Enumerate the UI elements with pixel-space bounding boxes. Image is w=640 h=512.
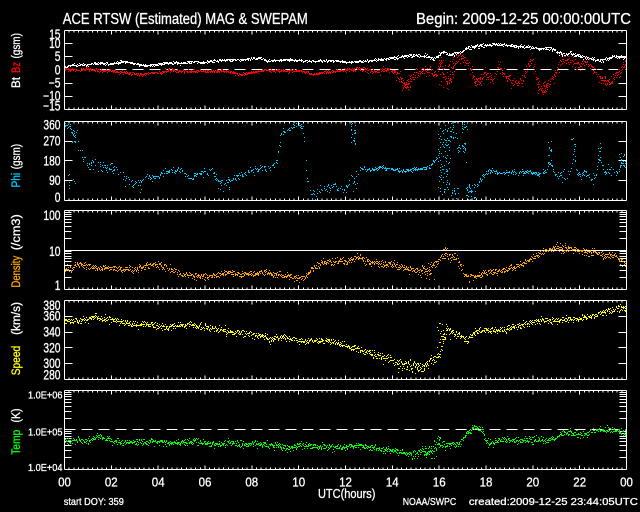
svg-text:Bz: Bz — [9, 62, 23, 73]
svg-text:06: 06 — [199, 476, 212, 490]
svg-text:22: 22 — [573, 476, 586, 490]
svg-text:360: 360 — [43, 118, 60, 133]
svg-text:14: 14 — [386, 476, 399, 490]
svg-text:(gsm): (gsm) — [9, 144, 23, 169]
svg-text:08: 08 — [245, 476, 258, 490]
svg-text:04: 04 — [152, 476, 165, 490]
svg-text:0: 0 — [55, 190, 61, 205]
svg-text:02: 02 — [105, 476, 118, 490]
svg-text:Bt: Bt — [9, 77, 23, 88]
svg-text:−5: −5 — [49, 76, 61, 91]
svg-text:NOAA/SWPC: NOAA/SWPC — [403, 496, 457, 508]
svg-text:18: 18 — [480, 476, 493, 490]
svg-text:(K): (K) — [9, 409, 23, 423]
svg-text:10: 10 — [49, 36, 60, 51]
svg-text:(km/s): (km/s) — [9, 302, 23, 335]
svg-text:5: 5 — [55, 49, 61, 64]
svg-text:90: 90 — [49, 173, 60, 188]
svg-text:380: 380 — [43, 298, 60, 313]
svg-text:00: 00 — [620, 476, 633, 490]
svg-text:−15: −15 — [43, 98, 60, 113]
svg-text:320: 320 — [43, 340, 60, 355]
svg-text:1.0E+05: 1.0E+05 — [28, 428, 63, 439]
svg-text:1: 1 — [55, 278, 61, 293]
svg-text:Begin: 2009-12-25 00:00:00UTC: Begin: 2009-12-25 00:00:00UTC — [416, 11, 631, 28]
svg-text:280: 280 — [43, 367, 60, 382]
svg-text:10: 10 — [49, 244, 60, 259]
svg-text:12: 12 — [339, 476, 352, 490]
svg-text:ACE RTSW (Estimated) MAG & SWE: ACE RTSW (Estimated) MAG & SWEPAM — [63, 11, 308, 28]
svg-text:(gsm): (gsm) — [9, 33, 23, 58]
svg-text:1.0E+04: 1.0E+04 — [28, 463, 63, 474]
svg-text:start DOY: 359: start DOY: 359 — [64, 496, 124, 508]
svg-text:270: 270 — [43, 134, 60, 149]
svg-text:−10: −10 — [43, 89, 60, 104]
svg-text:20: 20 — [526, 476, 539, 490]
svg-text:0: 0 — [55, 62, 61, 77]
svg-text:UTC(hours): UTC(hours) — [318, 486, 375, 501]
svg-text:15: 15 — [49, 27, 60, 42]
svg-text:Density: Density — [9, 255, 23, 287]
svg-text:created:2009-12-25 23:44:05UTC: created:2009-12-25 23:44:05UTC — [469, 496, 638, 508]
svg-text:Temp: Temp — [9, 430, 23, 455]
svg-text:180: 180 — [43, 153, 60, 168]
svg-text:100: 100 — [43, 208, 60, 223]
svg-text:Phi: Phi — [9, 173, 23, 188]
svg-text:360: 360 — [43, 309, 60, 324]
svg-text:00: 00 — [58, 476, 71, 490]
svg-text:16: 16 — [433, 476, 446, 490]
svg-text:Speed: Speed — [9, 346, 23, 376]
svg-text:10: 10 — [292, 476, 305, 490]
svg-text:(/cm3): (/cm3) — [9, 214, 23, 250]
svg-text:300: 300 — [43, 356, 60, 371]
svg-text:340: 340 — [43, 325, 60, 340]
svg-text:1.0E+06: 1.0E+06 — [28, 390, 63, 401]
